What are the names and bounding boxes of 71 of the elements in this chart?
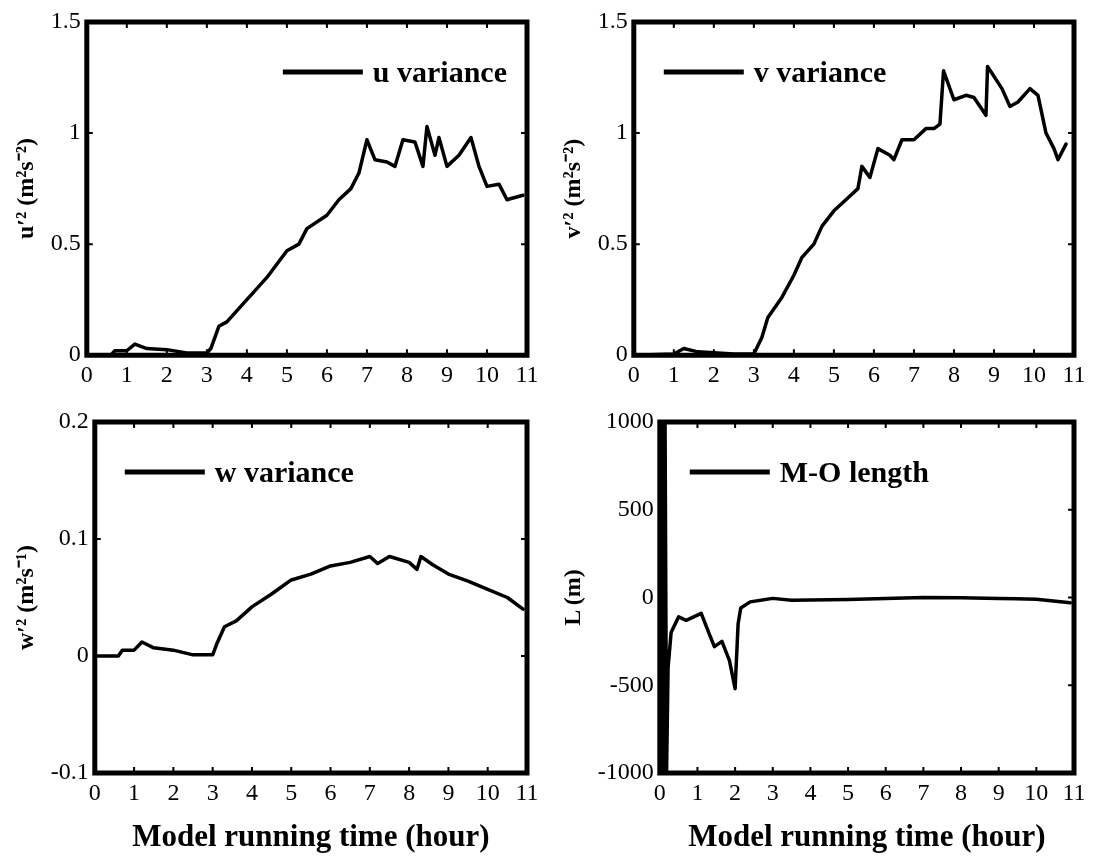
x-tick-label: 7	[363, 778, 376, 805]
legend-label: w variance	[214, 454, 354, 488]
x-tick-label: 3	[747, 360, 760, 387]
x-tick-label: 5	[842, 778, 855, 805]
x-tick-label: 11	[1062, 778, 1086, 805]
x-tick-label: 4	[787, 360, 800, 387]
x-tick-label: 8	[955, 778, 968, 805]
x-tick-label: 8	[400, 360, 413, 387]
x-tick-label: 9	[440, 360, 453, 387]
x-tick-label: 11	[515, 360, 539, 387]
x-tick-label: 9	[442, 778, 455, 805]
x-tick-label: 3	[206, 778, 219, 805]
y-axis-title: L (m)	[558, 569, 585, 626]
y-tick-label: 0	[615, 340, 628, 367]
x-tick-label: 5	[280, 360, 293, 387]
legend-label: v variance	[753, 54, 887, 88]
x-tick-label: 6	[324, 778, 337, 805]
x-tick-label: 10	[1021, 360, 1046, 387]
x-tick-label: 1	[667, 360, 680, 387]
x-tick-label: 9	[992, 778, 1005, 805]
y-tick-label: -0.1	[50, 758, 89, 785]
x-tick-label: 10	[474, 360, 499, 387]
y-tick-label: 1.5	[597, 7, 628, 34]
y-tick-label: 1	[615, 118, 628, 145]
y-tick-label: 1000	[605, 407, 654, 434]
x-tick-label: 8	[947, 360, 960, 387]
legend-label: u variance	[372, 54, 508, 88]
y-tick-label: 1.5	[50, 7, 81, 34]
x-tick-label: 6	[867, 360, 880, 387]
y-axis-title: v′² (m²s⁻²)	[558, 138, 585, 239]
x-tick-label: 2	[167, 778, 180, 805]
x-tick-label: 2	[160, 360, 173, 387]
x-tick-label: 6	[320, 360, 333, 387]
y-tick-label: -500	[609, 670, 654, 697]
x-tick-label: 10	[1024, 778, 1049, 805]
x-tick-label: 5	[827, 360, 840, 387]
x-tick-label: 6	[879, 778, 892, 805]
y-tick-label: 0.5	[597, 229, 628, 256]
x-tick-label: 7	[360, 360, 373, 387]
legend-label: M-O length	[779, 454, 930, 488]
y-tick-label: 0	[68, 340, 81, 367]
x-tick-label: 10	[475, 778, 500, 805]
y-tick-label: 0.1	[58, 524, 89, 551]
x-tick-label: 3	[200, 360, 213, 387]
y-tick-label: 0	[641, 582, 654, 609]
x-tick-label: 7	[907, 360, 920, 387]
y-tick-label: -1000	[597, 758, 654, 785]
x-tick-label: 9	[987, 360, 1000, 387]
x-axis-title: Model running time (hour)	[132, 818, 490, 854]
x-tick-label: 3	[766, 778, 779, 805]
x-tick-label: 4	[245, 778, 258, 805]
x-tick-label: 2	[707, 360, 720, 387]
x-tick-label: 7	[917, 778, 930, 805]
x-axis-title: Model running time (hour)	[688, 818, 1046, 854]
y-tick-label: 500	[617, 495, 654, 522]
y-tick-label: 0.2	[58, 407, 89, 434]
x-tick-label: 2	[729, 778, 742, 805]
x-tick-label: 4	[804, 778, 817, 805]
y-tick-label: 1	[68, 118, 81, 145]
y-tick-label: 0.5	[50, 229, 81, 256]
x-tick-label: 11	[515, 778, 539, 805]
y-axis-title: w′² (m²s⁻¹)	[11, 545, 38, 650]
x-tick-label: 1	[120, 360, 133, 387]
x-tick-label: 1	[128, 778, 141, 805]
x-tick-label: 1	[691, 778, 704, 805]
y-tick-label: 0	[76, 641, 89, 668]
y-axis-title: u′² (m²s⁻²)	[11, 138, 38, 240]
x-tick-label: 8	[403, 778, 416, 805]
x-tick-label: 5	[285, 778, 298, 805]
x-tick-label: 4	[240, 360, 253, 387]
x-tick-label: 11	[1062, 360, 1086, 387]
